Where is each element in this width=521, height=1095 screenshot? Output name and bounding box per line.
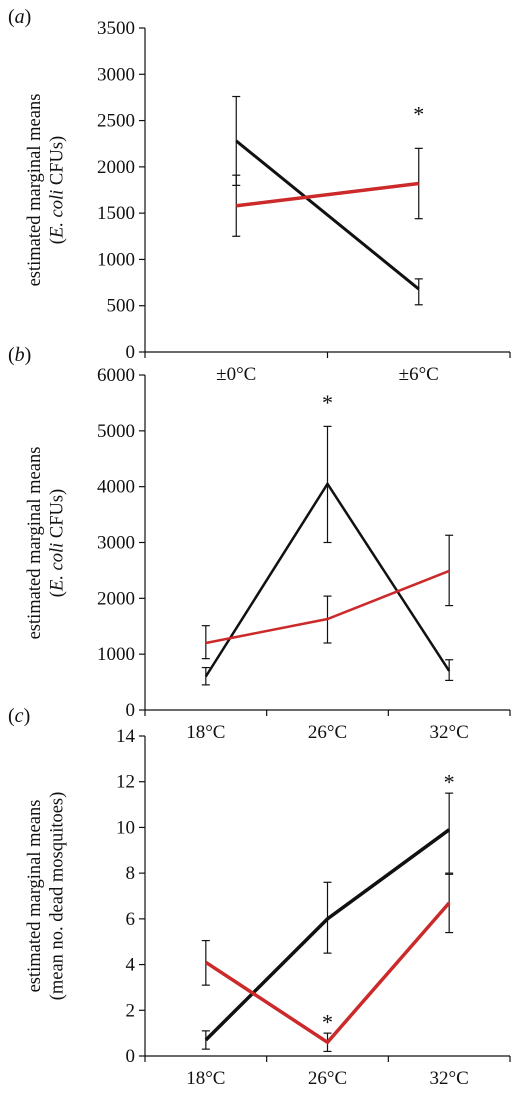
y-tick-label: 3500	[97, 18, 135, 39]
chart-panel-2: (b) estimated marginal means (E. coli CFUs…	[8, 344, 511, 743]
chart-panel-3: (c) estimated marginal means (mean no. dea…	[8, 705, 511, 1089]
y-tick-label: 5000	[97, 421, 135, 442]
y-tick-label: 3000	[97, 533, 135, 554]
y-tick-label: 0	[126, 342, 136, 363]
x-tick-label: ±0°C	[216, 364, 256, 385]
y-tick-label: 4	[126, 955, 136, 976]
y-tick-label: 2	[126, 1000, 136, 1021]
y-tick-label: 1500	[97, 203, 135, 224]
y-tick-label: 6000	[97, 365, 135, 386]
y-tick-label: 14	[116, 726, 136, 747]
y-tick-label: 12	[116, 772, 135, 793]
x-tick-label: 18°C	[186, 1068, 225, 1089]
x-tick-label: 32°C	[430, 722, 469, 743]
significance-marker: *	[444, 769, 455, 794]
y-tick-label: 6	[126, 909, 136, 930]
chart-panel-1: (a) estimated marginal means (E. coli CFUs…	[8, 6, 511, 385]
error-bar	[232, 95, 241, 186]
series-line-1	[204, 828, 451, 1042]
y-axis-label: estimated marginal means (E. coli CFUs)	[25, 94, 67, 287]
series-line-2	[204, 901, 451, 1045]
significance-marker: *	[413, 101, 424, 126]
x-tick-label: 26°C	[308, 722, 347, 743]
error-bar	[414, 278, 423, 306]
y-tick-label: 1000	[97, 249, 135, 270]
panel-label: (b)	[8, 344, 31, 366]
y-tick-label: 0	[126, 700, 136, 721]
x-tick-label: ±6°C	[399, 364, 439, 385]
panel-label: (c)	[8, 705, 30, 727]
x-tick-label: 26°C	[308, 1068, 347, 1089]
series-line-1	[235, 139, 420, 291]
y-tick-label: 2500	[97, 111, 135, 132]
error-bar	[445, 792, 454, 874]
y-tick-label: 3000	[97, 64, 135, 85]
series-line-2	[205, 569, 450, 645]
y-axis-label: estimated marginal means (E. coli CFUs)	[25, 447, 67, 640]
significance-marker: *	[322, 390, 333, 415]
y-tick-label: 500	[107, 296, 136, 317]
series-line-2	[236, 181, 419, 208]
significance-marker: *	[322, 1009, 333, 1034]
y-tick-label: 10	[116, 817, 135, 838]
y-axis-label: estimated marginal means (mean no. dead m…	[25, 792, 67, 1001]
x-tick-label: 18°C	[186, 722, 225, 743]
y-tick-label: 0	[126, 1046, 136, 1067]
series-line-1	[204, 481, 451, 678]
panel-label: (a)	[8, 6, 31, 28]
y-tick-label: 1000	[97, 644, 135, 665]
error-bar	[414, 147, 423, 220]
x-tick-label: 32°C	[430, 1068, 469, 1089]
y-tick-label: 4000	[97, 477, 135, 498]
y-tick-label: 2000	[97, 157, 135, 178]
error-bar	[445, 534, 454, 607]
y-tick-label: 8	[126, 863, 136, 884]
error-bar	[232, 174, 241, 237]
y-tick-label: 2000	[97, 588, 135, 609]
